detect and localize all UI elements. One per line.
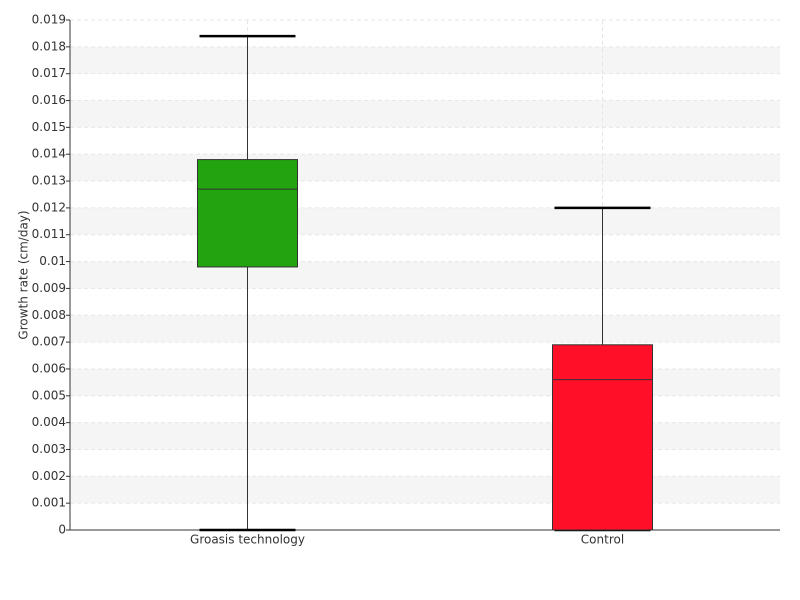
y-tick-label: 0.013 [32, 174, 66, 188]
y-tick-label: 0.009 [32, 281, 66, 295]
grid-band [70, 154, 780, 182]
grid-band [70, 261, 780, 289]
grid-band [70, 207, 780, 235]
y-tick-label: 0.015 [32, 120, 66, 134]
y-tick-label: 0.004 [32, 415, 66, 429]
y-tick-label: 0.007 [32, 335, 66, 349]
y-tick-label: 0.016 [32, 93, 66, 107]
x-tick-label: Control [581, 533, 624, 547]
y-tick-label: 0.001 [32, 496, 66, 510]
y-tick-label: 0.008 [32, 308, 66, 322]
y-tick-label: 0.002 [32, 469, 66, 483]
y-tick-label: 0.003 [32, 442, 66, 456]
grid-band [70, 476, 780, 504]
y-tick-label: 0.011 [32, 227, 66, 241]
y-tick-label: 0.005 [32, 388, 66, 402]
grid-band [70, 422, 780, 450]
y-tick-label: 0.006 [32, 361, 66, 375]
x-tick-label: Groasis technology [190, 533, 305, 547]
y-tick-label: 0.01 [39, 254, 66, 268]
grid-band [70, 100, 780, 128]
y-tick-label: 0.019 [32, 13, 66, 27]
box [197, 159, 298, 268]
box [552, 344, 653, 531]
y-tick-label: 0.014 [32, 147, 66, 161]
grid-band [70, 46, 780, 74]
y-tick-label: 0.012 [32, 200, 66, 214]
y-tick-label: 0 [58, 523, 66, 537]
grid-band [70, 368, 780, 396]
grid-band [70, 315, 780, 343]
y-tick-label: 0.017 [32, 66, 66, 80]
y-tick-label: 0.018 [32, 39, 66, 53]
y-axis-label: Growth rate (cm/day) [17, 210, 31, 339]
